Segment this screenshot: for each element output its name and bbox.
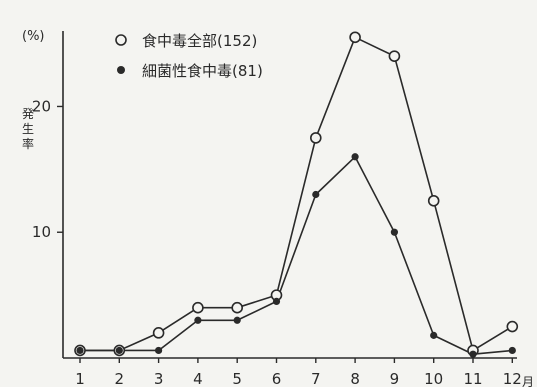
y-unit-label: (%) — [22, 29, 45, 44]
x-tick-label: 7 — [311, 370, 321, 387]
legend-label-bacterial: 細菌性食中毒(81) — [142, 62, 263, 80]
data-point-filled — [390, 228, 398, 236]
legend-item-all: 食中毒全部(152) — [115, 32, 257, 50]
data-point-filled — [272, 297, 281, 306]
data-point-filled — [351, 153, 359, 161]
x-tick-label: 4 — [193, 370, 203, 387]
data-point-filled — [115, 346, 123, 355]
series — [74, 31, 519, 358]
x-tick-label: 5 — [232, 370, 242, 387]
data-point-filled — [233, 316, 241, 324]
y-ticks: 10 20 — [32, 97, 63, 241]
x-tick-label: 6 — [272, 370, 282, 387]
y-tick-label: 20 — [32, 97, 51, 115]
y-axis-label-text: 発生率 — [22, 107, 34, 151]
data-point-filled — [312, 190, 320, 199]
data-point-open — [427, 194, 440, 207]
data-point-open — [506, 320, 519, 333]
data-point-filled — [469, 350, 477, 358]
legend-marker-filled — [117, 66, 125, 74]
x-tick-label: 9 — [390, 370, 400, 387]
x-tick-label: 3 — [154, 370, 164, 387]
x-tick-label: 2 — [115, 370, 125, 387]
series-line-0 — [80, 36, 513, 352]
data-point-open — [192, 301, 204, 314]
data-point-open — [231, 301, 243, 314]
data-point-open — [349, 31, 361, 44]
series-line-1 — [80, 155, 513, 356]
x-tick-label: 8 — [350, 370, 360, 387]
data-point-filled — [194, 316, 202, 324]
x-ticks: 1 2 3 4 5 6 7 8 9 10 11 12 — [75, 358, 522, 387]
legend-item-bacterial: 細菌性食中毒(81) — [117, 62, 263, 80]
data-point-filled — [155, 346, 163, 355]
data-point-filled — [508, 346, 516, 355]
data-point-filled — [76, 346, 84, 355]
x-tick-label: 1 — [75, 370, 85, 387]
legend: 食中毒全部(152) 細菌性食中毒(81) — [115, 32, 263, 80]
data-point-open — [309, 132, 322, 144]
y-axis-label: 発生率 — [22, 107, 34, 151]
x-tick-label: 11 — [463, 370, 482, 387]
data-point-open — [152, 327, 165, 339]
data-point-filled — [430, 331, 438, 339]
x-tick-label: 12 — [503, 370, 522, 387]
x-unit-label: 月 — [522, 375, 534, 387]
y-tick-label: 10 — [32, 223, 51, 241]
data-point-open — [388, 50, 401, 62]
legend-marker-open — [115, 34, 127, 46]
x-tick-label: 10 — [424, 370, 443, 387]
legend-label-all: 食中毒全部(152) — [142, 32, 257, 50]
